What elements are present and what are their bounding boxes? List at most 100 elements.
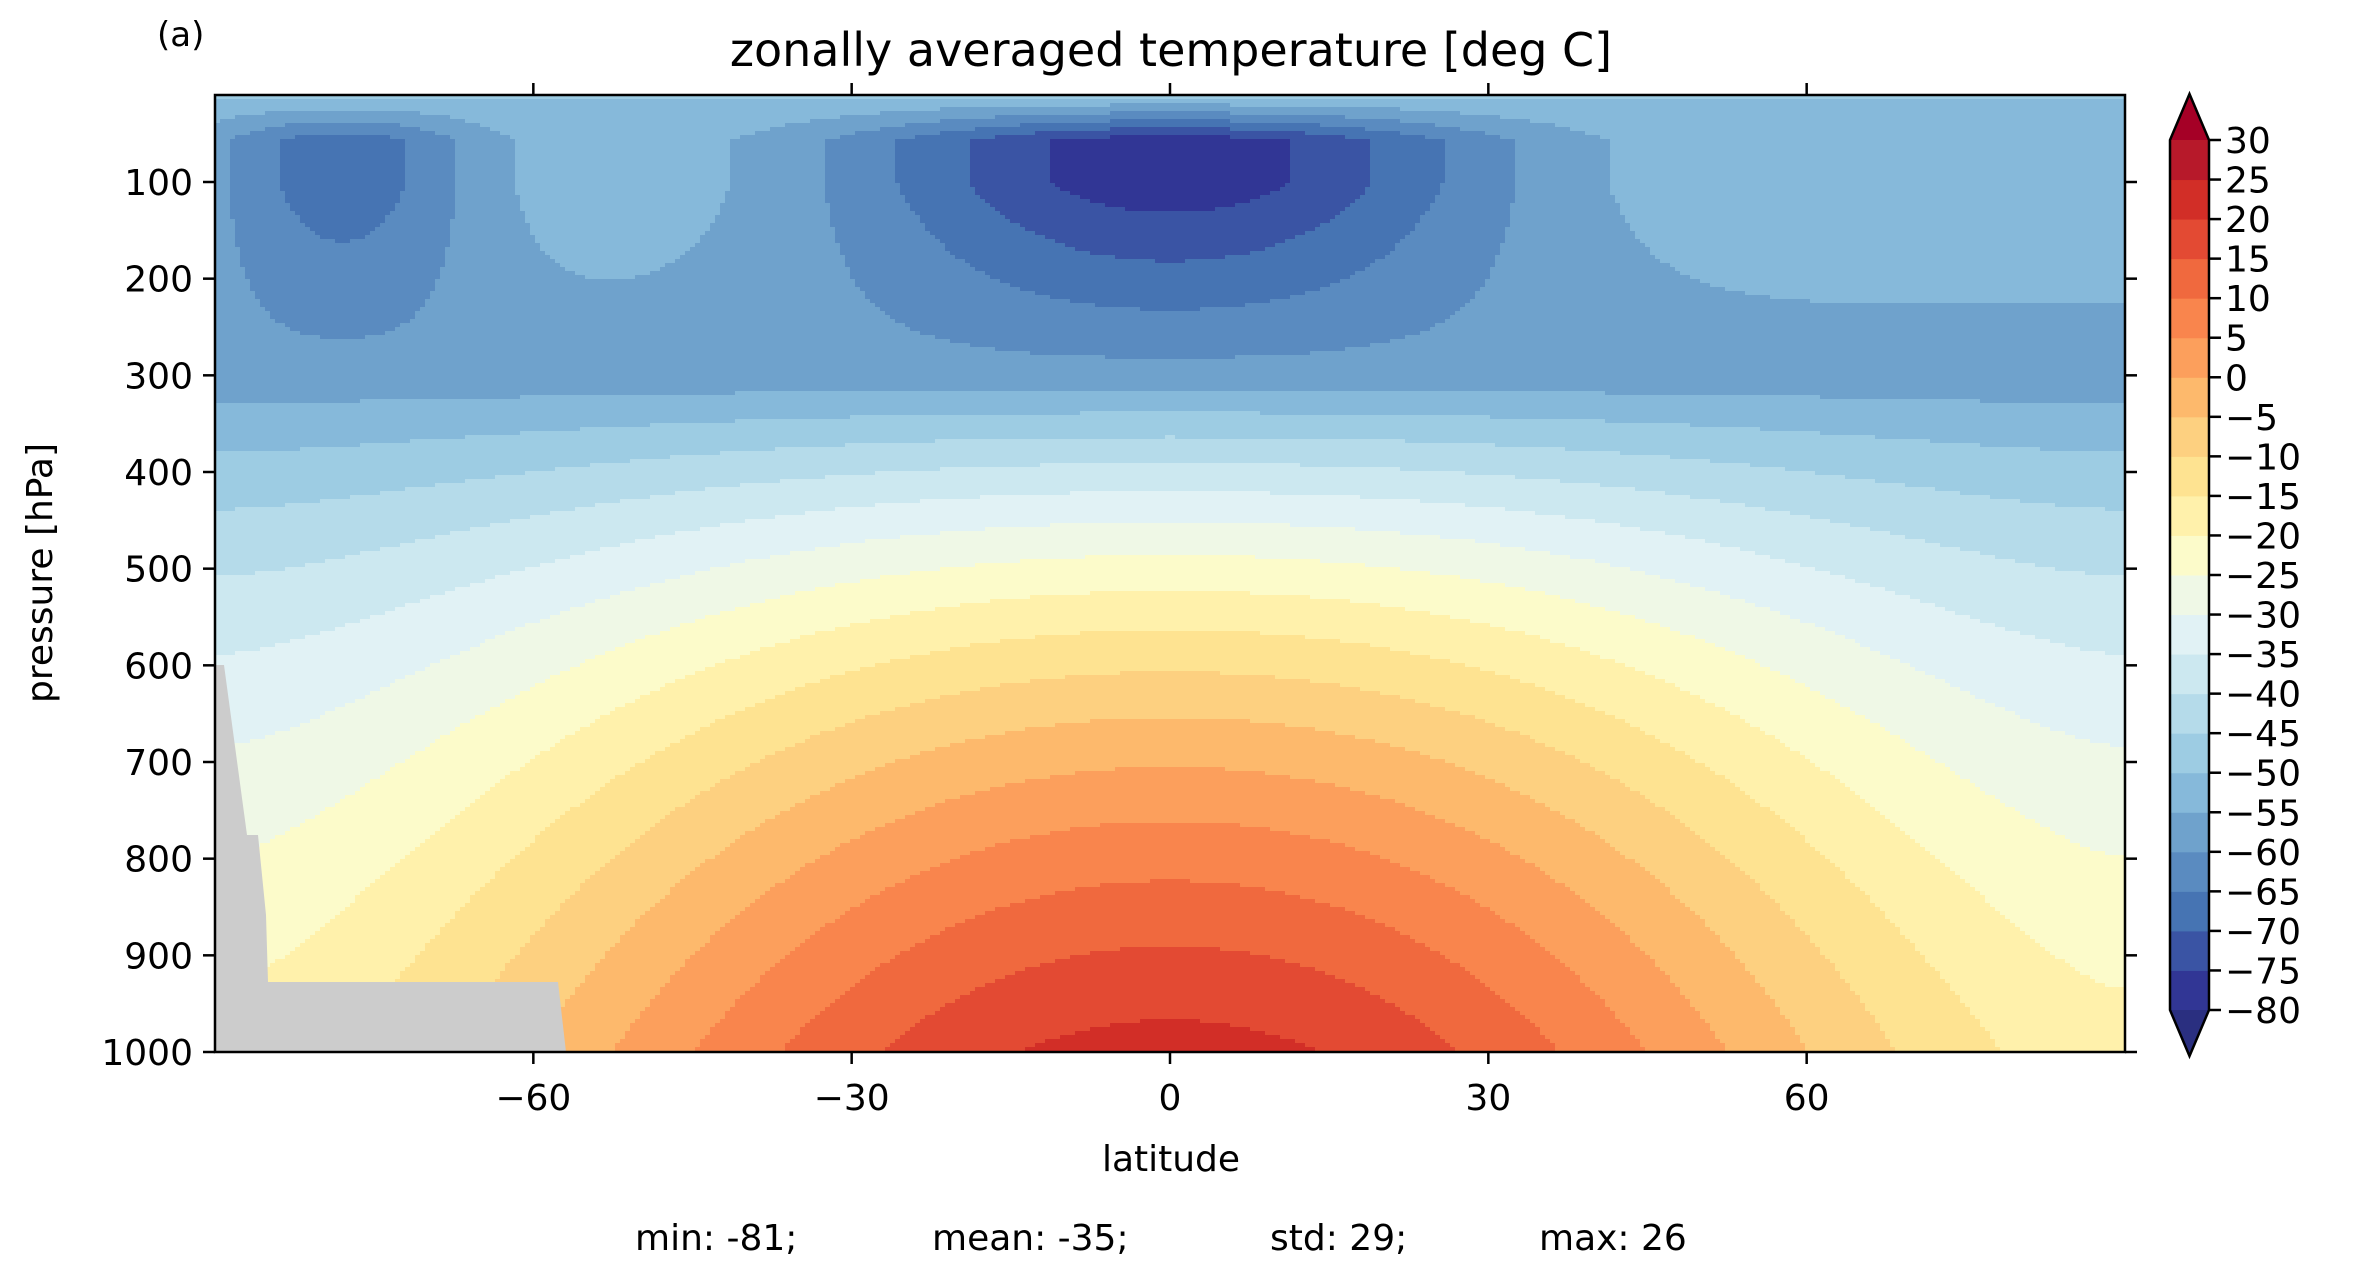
contour-band: [455, 399, 461, 440]
contour-band: [940, 339, 946, 392]
contour-band: [825, 511, 831, 548]
contour-band: [1465, 475, 1471, 508]
contour-band: [645, 831, 651, 912]
contour-band: [510, 771, 516, 860]
contour-band: [500, 99, 506, 136]
contour-band: [250, 451, 256, 508]
contour-band: [1085, 555, 1091, 596]
contour-band: [1130, 767, 1136, 824]
contour-band: [660, 395, 666, 424]
contour-band: [925, 135, 931, 232]
contour-band: [1020, 683, 1026, 732]
contour-band: [665, 459, 671, 496]
contour-band: [1270, 415, 1276, 440]
contour-band: [300, 723, 306, 824]
contour-band: [375, 227, 381, 336]
contour-band: [1220, 823, 1226, 884]
contour-band: [1470, 443, 1476, 476]
contour-band: [1275, 415, 1281, 440]
contour-band: [1010, 527, 1016, 564]
contour-band: [1055, 355, 1061, 392]
contour-band: [595, 599, 601, 656]
contour-band: [795, 419, 801, 448]
contour-band: [990, 495, 996, 528]
contour-band: [805, 683, 811, 740]
contour-band: [855, 115, 861, 132]
contour-band: [970, 139, 976, 188]
contour-band: [430, 95, 436, 100]
contour-band: [945, 99, 951, 108]
contour-band: [560, 559, 566, 612]
contour-band: [1060, 831, 1066, 892]
contour-band: [1375, 743, 1381, 796]
contour-band: [875, 539, 881, 580]
contour-band: [565, 999, 571, 1052]
contour-band: [1240, 675, 1246, 720]
contour-band: [820, 631, 826, 680]
contour-band: [1040, 559, 1046, 596]
contour-band: [985, 603, 991, 644]
contour-band: [680, 531, 686, 576]
contour-band: [1180, 491, 1186, 524]
contour-band: [1270, 439, 1276, 464]
contour-band: [735, 711, 741, 772]
contour-band: [1135, 883, 1141, 948]
contour-band: [990, 139, 996, 208]
contour-band: [1050, 439, 1056, 464]
contour-band: [1420, 875, 1426, 944]
contour-band: [925, 699, 931, 752]
contour-band: [1225, 391, 1231, 412]
contour-band: [890, 1043, 896, 1052]
contour-band: [755, 483, 761, 520]
contour-band: [465, 479, 471, 532]
contour-band: [1385, 391, 1391, 416]
contour-band: [655, 535, 661, 584]
contour-band: [1080, 95, 1086, 100]
contour-band: [1330, 683, 1336, 732]
contour-band: [545, 679, 551, 752]
contour-band: [600, 463, 606, 504]
contour-band: [1465, 539, 1471, 580]
contour-band: [1400, 111, 1406, 124]
contour-band: [1405, 99, 1411, 112]
contour-band: [1225, 99, 1231, 104]
contour-band: [565, 671, 571, 736]
contour-band: [970, 851, 976, 920]
contour-band: [1125, 103, 1131, 112]
contour-band: [1095, 307, 1101, 356]
contour-band: [1140, 211, 1146, 260]
contour-band: [515, 399, 521, 436]
contour-band: [1385, 859, 1391, 928]
contour-band: [1175, 411, 1181, 440]
contour-band: [935, 111, 941, 124]
contour-band: [1145, 523, 1151, 556]
contour-band: [1000, 907, 1006, 980]
contour-band: [730, 659, 736, 716]
contour-band: [1425, 443, 1431, 472]
contour-band: [1195, 127, 1201, 136]
contour-band: [565, 431, 571, 468]
contour-band: [325, 339, 331, 404]
contour-band: [1065, 191, 1071, 248]
contour-band: [1000, 495, 1006, 528]
contour-band: [805, 551, 811, 592]
contour-band: [1235, 131, 1241, 140]
contour-band: [1070, 1035, 1076, 1052]
contour-band: [640, 459, 646, 500]
contour-band: [760, 759, 766, 824]
contour-band: [1200, 127, 1206, 136]
contour-band: [1315, 527, 1321, 560]
contour-band: [520, 627, 526, 692]
contour-band: [1495, 99, 1501, 116]
contour-band: [845, 507, 851, 544]
contour-band: [1400, 471, 1406, 500]
contour-band: [265, 735, 271, 844]
contour-band: [750, 903, 756, 988]
contour-band: [435, 439, 441, 484]
contour-band: [1175, 359, 1181, 392]
contour-band: [810, 683, 816, 736]
contour-band: [310, 123, 316, 136]
contour-band: [890, 503, 896, 540]
contour-band: [1205, 119, 1211, 128]
contour-band: [240, 115, 246, 136]
